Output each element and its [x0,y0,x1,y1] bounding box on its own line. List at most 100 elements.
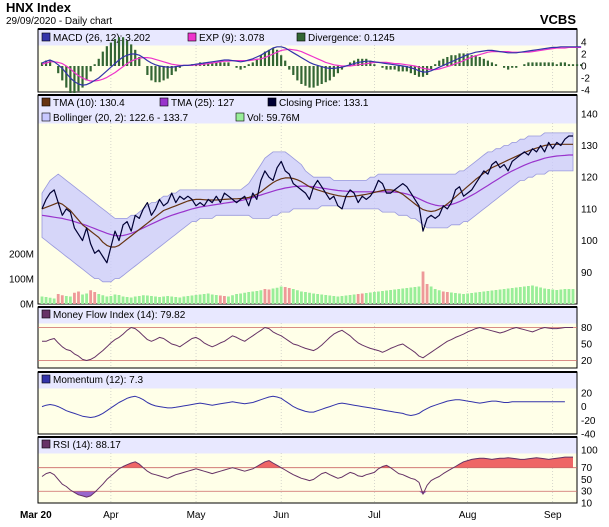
volume-bar [368,292,372,304]
volume-bar [405,288,409,304]
volume-bar [48,297,52,304]
volume-tick-label: 100M [9,275,34,286]
y-tick-label-momentum: -20 [581,416,596,427]
volume-bar [166,296,170,304]
volume-bar [332,296,336,304]
volume-bar [551,289,555,304]
y-tick-label-price: 90 [581,268,593,279]
y-tick-label-rsi: 30 [581,487,593,498]
y-tick-label-mfi: 80 [581,323,593,334]
volume-bar [247,292,251,304]
volume-bar [275,287,279,304]
volume-bar [259,290,263,304]
volume-bar [235,294,238,304]
volume-bar [133,296,137,304]
volume-bar [214,295,218,304]
volume-bar [502,289,506,304]
volume-bar [348,295,352,304]
volume-bar [162,296,166,304]
legend-bg-price [38,95,577,124]
y-tick-label-macd: 0 [581,62,587,73]
volume-bar [113,294,117,304]
volume-bar [381,291,384,304]
volume-bar [401,288,405,304]
volume-bar [121,296,125,304]
y-tick-label-price: 140 [581,109,598,120]
volume-bar [73,292,76,304]
legend-tma25-label: TMA (25): 127 [171,98,235,109]
volume-bar [458,293,461,304]
y-tick-label-rsi: 100 [581,446,598,457]
y-tick-label-macd: -4 [581,86,590,97]
volume-bar [198,294,202,304]
volume-bar [44,297,48,304]
legend-bg-rsi [38,437,577,454]
volume-bar [145,295,149,304]
legend-bollinger-swatch [41,112,51,122]
volume-bar [535,286,538,304]
legend-volume-label: Vol: 59.76M [247,113,300,124]
volume-bar [271,288,275,304]
volume-bar [218,295,222,304]
tma25-line [41,154,573,237]
volume-bars [40,271,575,304]
volume-bar [300,291,303,304]
legend-exp-swatch [187,32,197,42]
volume-bar [393,289,397,304]
legend-momentum-swatch [41,374,51,384]
volume-bar [125,297,129,304]
volume-bar [377,291,380,304]
volume-bar [239,293,243,304]
x-tick-label: Apr [103,510,119,521]
chart-subtitle: 29/09/2020 - Daily chart [6,16,112,27]
volume-bar [547,289,551,304]
volume-bar [137,296,141,304]
volume-bar [56,294,60,304]
y-tick-label-mfi: 20 [581,356,593,367]
volume-bar [295,290,299,304]
volume-bar [498,289,502,304]
volume-bar [543,288,547,304]
volume-bar [68,296,72,304]
y-tick-label-macd: -2 [581,74,590,85]
legend-exp-label: EXP (9): 3.078 [199,33,265,44]
volume-bar [287,288,291,304]
chart-marks [38,37,583,498]
x-tick-label: Sep [544,510,562,521]
volume-bar [522,286,526,304]
volume-bar [206,293,210,304]
volume-bar [40,296,44,304]
volume-bar [279,286,283,304]
volume-bar [449,292,453,304]
axes: 420-2-4200M100M0M14013012011010090805020… [9,38,598,510]
volume-bar [190,295,194,304]
volume-bar [81,294,84,304]
y-tick-label-macd: 4 [581,38,587,49]
y-tick-label-momentum: 0 [581,402,587,413]
volume-bar [97,294,101,304]
legends: MACD (26, 12): 3.202 EXP (9): 3.078 Diverg… [41,32,395,451]
volume-bar [531,285,534,304]
legend-bg-macd [38,29,577,46]
y-tick-label-rsi: 10 [581,499,593,510]
volume-bar [64,296,68,304]
legend-price-label: Closing Price: 133.1 [279,98,369,109]
volume-bar [360,293,364,304]
volume-bar [474,292,478,304]
volume-bar [223,296,226,304]
legend-bg-mfi [38,307,577,324]
volume-bar [356,294,360,304]
volume-bar [255,291,259,304]
volume-bar [154,296,157,304]
volume-bar [182,296,186,304]
volume-bar [320,294,324,304]
volume-bar [101,295,105,304]
volume-bar [308,292,311,304]
volume-bar [514,287,518,304]
y-tick-label-price: 110 [581,204,597,215]
y-tick-label-mfi: 50 [581,340,593,351]
x-tick-label: May [187,510,206,521]
volume-bar [89,290,93,304]
volume-bar [141,295,145,304]
